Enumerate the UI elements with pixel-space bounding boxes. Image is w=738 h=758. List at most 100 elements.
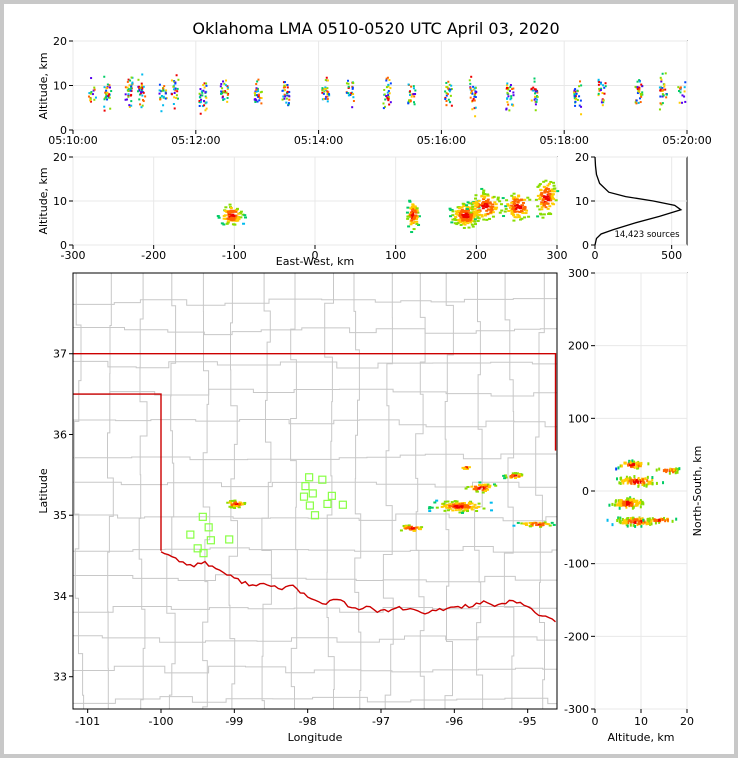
time-height-point: [638, 86, 641, 89]
time-height-point: [203, 104, 206, 107]
time-height-point: [600, 101, 603, 104]
plan-view-point: [238, 503, 242, 506]
time-height-point: [345, 82, 348, 85]
altitude-tick-label: 10: [53, 80, 67, 93]
time-height-point: [634, 101, 637, 104]
time-height-point: [450, 84, 453, 87]
county-line: [261, 272, 272, 709]
time-height-point: [201, 91, 204, 94]
plan-view-xlabel: Longitude: [288, 731, 343, 744]
east-west-point: [469, 217, 473, 220]
plan-view-point: [420, 526, 424, 529]
east-west-point: [539, 213, 543, 216]
time-height-point: [199, 94, 202, 97]
time-height-point: [321, 89, 324, 92]
east-west-point: [453, 218, 457, 221]
time-height-point: [256, 80, 259, 83]
north-south-point: [623, 461, 626, 465]
time-height-point: [201, 105, 204, 108]
time-height-point: [505, 84, 508, 87]
time-height-point: [323, 90, 326, 93]
east-west-point: [468, 215, 472, 218]
east-west-point: [540, 206, 544, 209]
plan-view-point: [550, 521, 554, 524]
time-height-point: [89, 99, 92, 102]
latitude-tick-label: 33: [53, 671, 67, 684]
county-line: [415, 272, 426, 709]
east-west-point: [225, 222, 229, 225]
east-west-point: [409, 207, 413, 210]
plan-view-point: [513, 477, 517, 480]
time-height-point: [533, 80, 536, 83]
east-west-point: [505, 199, 509, 202]
east-west-point: [237, 212, 241, 215]
east-west-point: [409, 211, 413, 214]
county-line: [166, 272, 177, 709]
time-height-point: [534, 96, 537, 99]
north-south-point: [620, 476, 623, 480]
east-west-point: [222, 217, 226, 220]
plan-view-point: [455, 500, 459, 503]
county-line: [202, 272, 211, 709]
east-west-point: [536, 194, 540, 197]
time-height-point: [604, 85, 607, 88]
east-west-point: [410, 219, 414, 222]
time-height-point: [322, 92, 325, 95]
lma-stations: [186, 473, 347, 558]
time-height-point: [386, 91, 389, 94]
time-height-point: [469, 96, 472, 99]
time-height-point: [172, 102, 175, 105]
plan-view-point: [524, 524, 528, 527]
time-height-point: [129, 79, 132, 82]
time-height-point: [125, 98, 128, 101]
north-south-tick-label: 100: [568, 412, 589, 425]
east-west-point: [469, 221, 473, 224]
east-west-point: [499, 203, 503, 206]
plan-view-point: [552, 523, 556, 526]
time-height-point: [641, 91, 644, 94]
plan-view-point: [445, 503, 449, 506]
plan-view-point: [465, 508, 469, 511]
east-west-point: [544, 187, 548, 190]
time-height-point: [640, 83, 643, 86]
east-west-point: [521, 201, 525, 204]
east-west-point: [462, 215, 466, 218]
time-height-point: [385, 86, 388, 89]
east-west-point: [455, 210, 459, 213]
east-west-point: [416, 211, 420, 214]
east-west-point: [470, 203, 474, 206]
plan-view-point: [455, 506, 459, 509]
east-west-point: [544, 201, 548, 204]
plan-view-ylabel: Latitude: [37, 468, 50, 514]
time-height-point: [93, 88, 96, 91]
county-line: [290, 272, 298, 709]
plan-view-point: [465, 505, 469, 508]
east-west-point: [462, 226, 466, 229]
plan-view-point: [477, 487, 481, 490]
north-south-tick-label: 200: [568, 340, 589, 353]
time-height-point: [223, 82, 226, 85]
east-west-point: [489, 205, 493, 208]
time-height-point: [534, 103, 537, 106]
east-west-point: [551, 196, 555, 199]
time-height-point: [321, 98, 324, 101]
east-west-point: [546, 202, 550, 205]
time-height-point: [574, 104, 577, 107]
north-south-point: [670, 468, 673, 472]
time-height-point: [283, 93, 286, 96]
plan-view-point: [235, 505, 239, 508]
north-south-point: [631, 463, 634, 467]
time-height-point: [661, 90, 664, 93]
time-height-point: [124, 93, 127, 96]
plan-view-point: [481, 484, 485, 487]
north-south-point: [611, 523, 614, 527]
east-west-point: [475, 201, 479, 204]
time-height-point: [128, 84, 131, 87]
plan-view-point: [516, 521, 520, 524]
county-line: [444, 272, 454, 709]
time-height-point: [446, 86, 449, 89]
north-south-point: [637, 476, 640, 480]
histogram-line: [594, 156, 683, 246]
east-west-point: [456, 221, 460, 224]
time-height-point: [283, 89, 286, 92]
